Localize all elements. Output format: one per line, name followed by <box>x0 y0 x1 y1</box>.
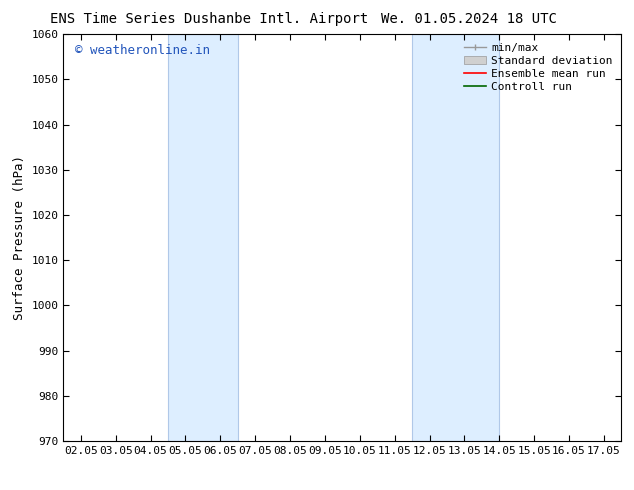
Text: © weatheronline.in: © weatheronline.in <box>75 45 210 57</box>
Text: ENS Time Series Dushanbe Intl. Airport: ENS Time Series Dushanbe Intl. Airport <box>50 12 368 26</box>
Y-axis label: Surface Pressure (hPa): Surface Pressure (hPa) <box>13 155 26 320</box>
Bar <box>412 34 500 441</box>
Legend: min/max, Standard deviation, Ensemble mean run, Controll run: min/max, Standard deviation, Ensemble me… <box>461 40 616 95</box>
Text: We. 01.05.2024 18 UTC: We. 01.05.2024 18 UTC <box>381 12 557 26</box>
Bar <box>168 34 238 441</box>
